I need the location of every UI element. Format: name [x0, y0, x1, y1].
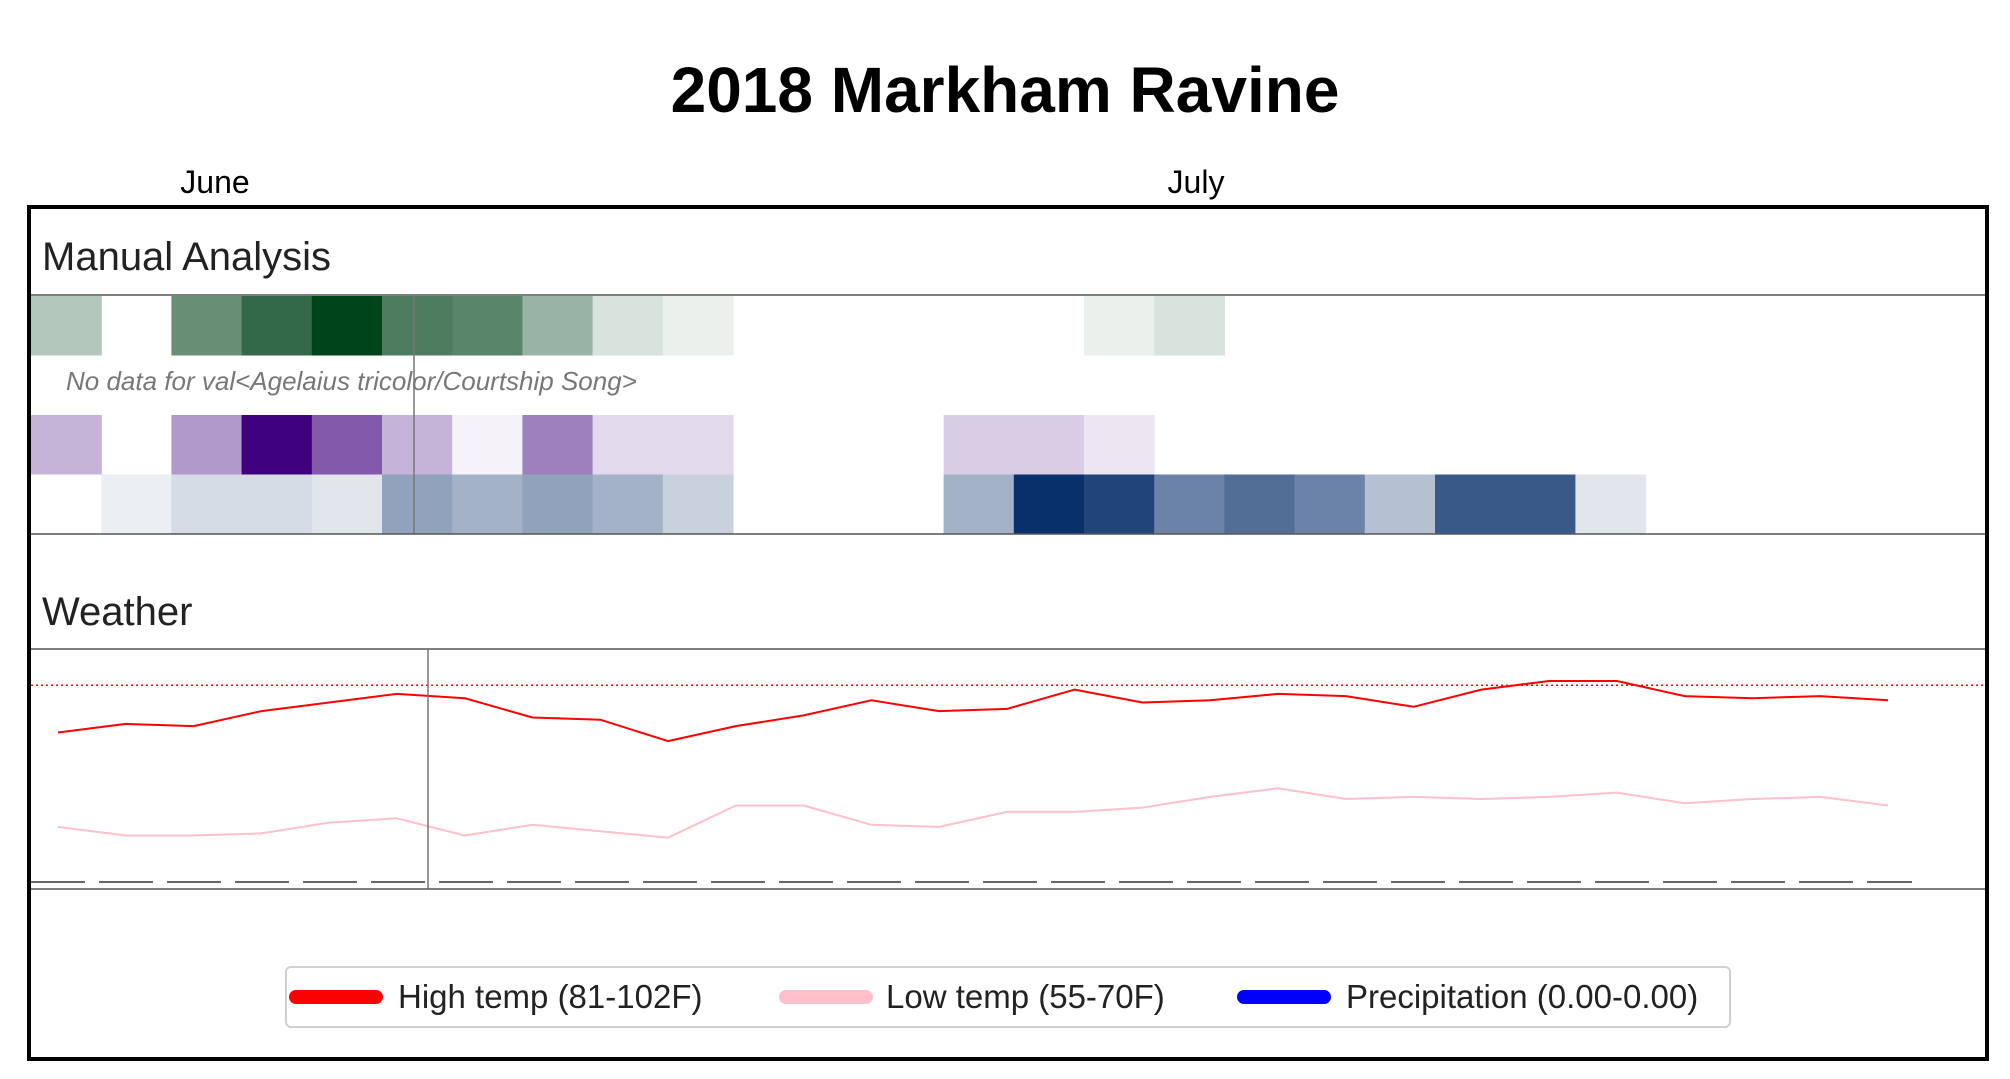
heatmap-cell	[1013, 474, 1085, 534]
heatmap-cell	[311, 474, 383, 534]
heatmap-cell	[1084, 415, 1155, 475]
figure-frame	[27, 205, 1989, 1061]
heatmap-cell	[522, 474, 594, 534]
heatmap-cell	[522, 296, 594, 356]
heatmap-cell	[311, 296, 383, 356]
heatmap-cell	[592, 474, 664, 534]
heatmap-cell	[382, 296, 453, 356]
legend: High temp (81-102F) Low temp (55-70F) Pr…	[285, 966, 1731, 1028]
heatmap-cells	[31, 296, 1647, 534]
heatmap-cell	[1154, 296, 1225, 356]
heatmap-cell	[1575, 474, 1647, 534]
heatmap-cell	[1084, 296, 1155, 356]
heatmap-cell	[171, 474, 243, 534]
low-temp-series	[57, 787, 1889, 839]
heatmap-cell	[1224, 474, 1296, 534]
heatmap-cell	[662, 296, 734, 356]
heatmap-cell	[101, 474, 172, 534]
legend-label-high-temp: High temp (81-102F)	[398, 978, 702, 1015]
heatmap-cell	[241, 474, 313, 534]
month-label-june: June	[180, 164, 249, 200]
weather-plot	[31, 680, 1985, 883]
heatmap-cell	[171, 415, 243, 475]
heatmap-cell	[171, 296, 243, 356]
heatmap-cell	[311, 415, 383, 475]
heatmap-cell	[592, 415, 664, 475]
heatmap-cell	[943, 474, 1015, 534]
heatmap-cell	[382, 474, 453, 534]
legend-label-low-temp: Low temp (55-70F)	[886, 978, 1165, 1015]
manual-analysis-title: Manual Analysis	[42, 235, 331, 279]
heatmap-cell	[1084, 474, 1155, 534]
heatmap-cell	[522, 415, 594, 475]
heatmap-cell	[592, 296, 664, 356]
no-data-message: No data for val<Agelaius tricolor/Courts…	[66, 366, 637, 396]
month-label-july: July	[1168, 164, 1225, 200]
weather-title: Weather	[42, 590, 192, 634]
heatmap-cell	[452, 415, 523, 475]
chart-title: 2018 Markham Ravine	[671, 54, 1340, 126]
heatmap-cell	[1505, 474, 1576, 534]
heatmap-cell	[1364, 474, 1436, 534]
heatmap-cell	[241, 415, 313, 475]
heatmap-cell	[662, 474, 734, 534]
heatmap-cell	[1294, 474, 1366, 534]
legend-label-precipitation: Precipitation (0.00-0.00)	[1346, 978, 1698, 1015]
heatmap-cell	[241, 296, 313, 356]
heatmap-cell	[31, 415, 102, 475]
heatmap-cell	[662, 415, 734, 475]
heatmap-cell	[1154, 474, 1225, 534]
high-temp-series	[57, 680, 1889, 743]
heatmap-cell	[452, 296, 523, 356]
heatmap-cell	[452, 474, 523, 534]
legend-box	[285, 966, 1731, 1028]
heatmap-cell	[31, 296, 102, 356]
heatmap-cell	[382, 415, 453, 475]
heatmap-cell	[943, 415, 1015, 475]
heatmap-cell	[1013, 415, 1085, 475]
heatmap-cell	[1435, 474, 1506, 534]
